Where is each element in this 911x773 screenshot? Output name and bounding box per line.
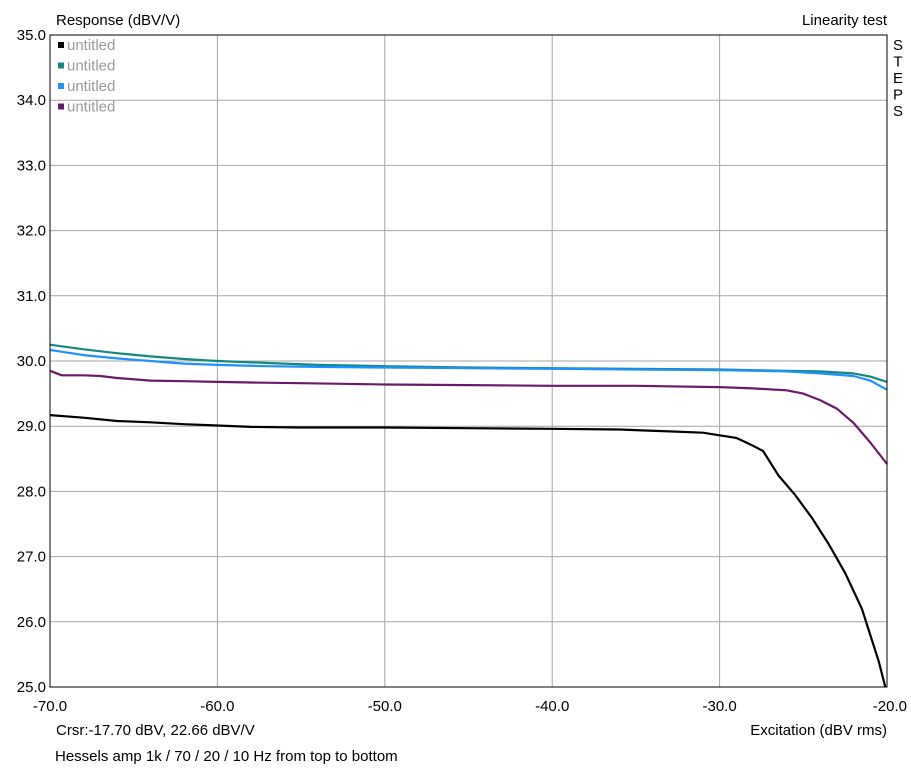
y-tick-labels: 25.0 26.0 27.0 28.0 29.0 30.0 31.0 32.0 33.0 34.0…	[17, 27, 46, 696]
series-line-4	[49, 369, 888, 465]
series-lines	[49, 343, 888, 688]
y-tick-label: 32.0	[17, 223, 46, 240]
steps-letter[interactable]: S	[893, 37, 903, 54]
x-tick-label: -70.0	[33, 698, 67, 715]
y-tick-label: 27.0	[17, 549, 46, 566]
legend-label[interactable]: untitled	[67, 99, 115, 116]
grid	[49, 34, 888, 688]
chart-title: Linearity test	[802, 12, 888, 29]
cursor-readout: Crsr:-17.70 dBV, 22.66 dBV/V	[56, 722, 255, 739]
legend-swatch	[58, 42, 64, 48]
series-line-1	[49, 414, 887, 688]
legend-swatch	[58, 103, 64, 110]
steps-letter[interactable]: T	[893, 54, 902, 71]
y-tick-label: 28.0	[17, 483, 46, 500]
series-line-3	[49, 348, 888, 391]
y-axis-label: Response (dBV/V)	[56, 12, 180, 29]
x-tick-label: -40.0	[535, 698, 569, 715]
legend-label[interactable]: untitled	[67, 37, 115, 54]
y-tick-label: 33.0	[17, 157, 46, 174]
x-tick-label: -60.0	[200, 698, 234, 715]
steps-letter[interactable]: E	[893, 70, 903, 87]
x-tick-label: -50.0	[368, 698, 402, 715]
legend-label[interactable]: untitled	[67, 78, 115, 95]
x-tick-label: -20.0	[873, 698, 907, 715]
legend: untitled untitled untitled untitled	[58, 37, 115, 116]
footer-caption: Hessels amp 1k / 70 / 20 / 10 Hz from to…	[55, 748, 398, 765]
y-tick-label: 34.0	[17, 92, 46, 109]
y-tick-label: 31.0	[17, 288, 46, 305]
steps-letter[interactable]: P	[893, 87, 903, 104]
legend-swatch	[58, 83, 64, 89]
steps-letter[interactable]: S	[893, 103, 903, 120]
x-tick-labels: -70.0 -60.0 -50.0 -40.0 -30.0 -20.0	[33, 698, 907, 715]
x-axis-label: Excitation (dBV rms)	[750, 722, 887, 739]
legend-label[interactable]: untitled	[67, 58, 115, 75]
x-tick-label: -30.0	[702, 698, 736, 715]
legend-swatch	[58, 62, 64, 69]
y-tick-label: 29.0	[17, 418, 46, 435]
plot-frame	[49, 34, 888, 688]
y-tick-label: 25.0	[17, 679, 46, 696]
y-tick-label: 26.0	[17, 614, 46, 631]
y-tick-label: 30.0	[17, 353, 46, 370]
y-tick-label: 35.0	[17, 27, 46, 44]
